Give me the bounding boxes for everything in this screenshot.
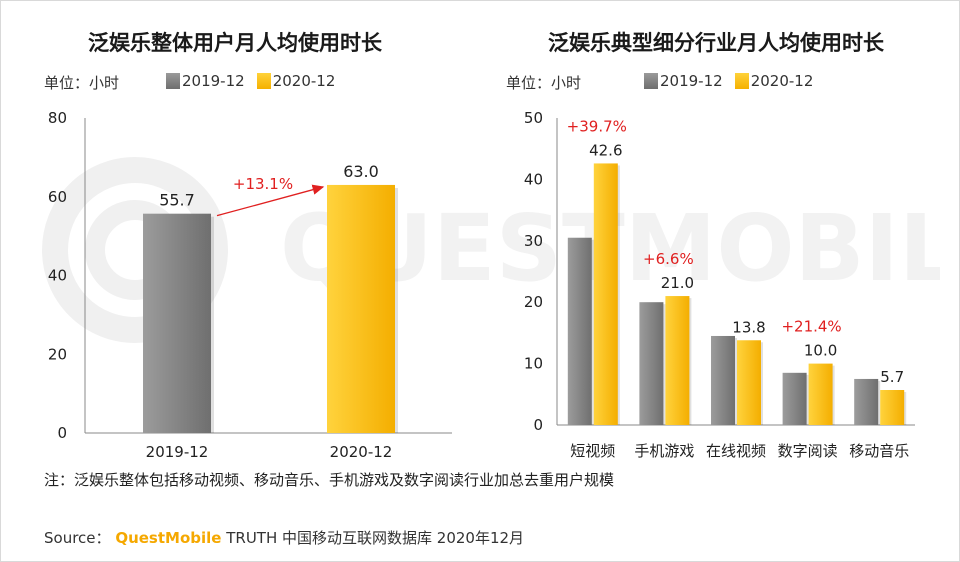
bar-手机游戏-2019-12 — [639, 302, 664, 425]
y-tick-label: 20 — [524, 293, 543, 311]
x-tick-label: 短视频 — [570, 442, 615, 460]
left-legend: 2019-12 2020-12 — [166, 72, 347, 90]
source-suffix: TRUTH 中国移动互联网数据库 2020年12月 — [226, 529, 525, 547]
data-label: 63.0 — [343, 162, 379, 181]
legend-swatch-yellow — [734, 73, 749, 89]
y-tick-label: 80 — [48, 109, 67, 127]
bar-2019-12 — [143, 213, 211, 433]
left-unit-label: 单位：小时 — [44, 74, 120, 92]
legend-item-2020: 2020-12 — [734, 72, 814, 90]
left-chart: 0 20 40 60 80 55.7 2019-12 63.0 2020-12 +13.1% — [48, 109, 452, 461]
legend-swatch-gray — [644, 73, 658, 89]
growth-arrow — [216, 184, 325, 217]
x-tick-label: 数字阅读 — [778, 442, 838, 460]
data-label: 21.0 — [661, 274, 694, 292]
data-label: 10.0 — [804, 342, 837, 360]
x-tick-label: 在线视频 — [706, 442, 766, 460]
legend-swatch-gray — [166, 73, 180, 89]
bar-短视频-2020-12 — [593, 163, 618, 425]
y-tick-label: 10 — [524, 355, 543, 373]
footnote: 注：泛娱乐整体包括移动视频、移动音乐、手机游戏及数字阅读行业加总去重用户规模 — [44, 471, 615, 489]
x-tick-label: 移动音乐 — [849, 442, 909, 460]
bar-在线视频-2019-12 — [711, 335, 735, 425]
bar-在线视频-2020-12 — [737, 340, 761, 425]
bar-2020-12 — [327, 184, 395, 433]
growth-label: +13.1% — [233, 175, 293, 193]
legend-label: 2019-12 — [182, 72, 245, 90]
legend-label: 2019-12 — [660, 72, 723, 90]
legend-item-2019: 2019-12 — [166, 72, 245, 90]
legend-label: 2020-12 — [750, 72, 814, 90]
right-chart: 0 10 20 30 40 50 42.6 +39.7% 短视频 21.0 +6.6% 手机游戏 13.… — [524, 109, 915, 460]
y-tick-label: 50 — [524, 109, 543, 127]
legend-swatch-yellow — [256, 73, 271, 89]
right-chart-title: 泛娱乐典型细分行业月人均使用时长 — [548, 31, 884, 55]
x-tick-label: 手机游戏 — [634, 442, 694, 460]
y-tick-label: 30 — [524, 232, 543, 250]
bar-数字阅读-2020-12 — [808, 363, 833, 425]
source-line: Source： QuestMobile TRUTH 中国移动互联网数据库 202… — [44, 527, 524, 548]
y-tick-label: 40 — [48, 267, 67, 285]
growth-label: +6.6% — [643, 250, 694, 268]
source-brand: QuestMobile — [115, 529, 222, 547]
source-prefix: Source： — [44, 529, 111, 547]
y-tick-label: 0 — [533, 416, 543, 434]
left-chart-title: 泛娱乐整体用户月人均使用时长 — [88, 31, 382, 55]
bar-数字阅读-2019-12 — [782, 372, 807, 425]
growth-label: +39.7% — [567, 117, 627, 135]
y-tick-label: 60 — [48, 188, 67, 206]
data-label: 5.7 — [880, 368, 904, 386]
bar-移动音乐-2020-12 — [880, 390, 905, 425]
right-unit-label: 单位：小时 — [506, 74, 582, 92]
bar-移动音乐-2019-12 — [854, 378, 879, 425]
legend-item-2019: 2019-12 — [644, 72, 723, 90]
bar-短视频-2019-12 — [567, 237, 592, 425]
x-tick-label: 2020-12 — [330, 443, 393, 461]
bar-手机游戏-2020-12 — [665, 296, 690, 425]
x-tick-label: 2019-12 — [146, 443, 209, 461]
data-label: 13.8 — [732, 318, 765, 336]
data-label: 55.7 — [159, 191, 195, 210]
growth-label: +21.4% — [781, 318, 841, 336]
right-legend: 2019-12 2020-12 — [644, 72, 825, 90]
y-tick-label: 0 — [57, 424, 67, 442]
y-tick-label: 40 — [524, 170, 543, 188]
y-tick-label: 20 — [48, 345, 67, 363]
legend-label: 2020-12 — [272, 72, 336, 90]
legend-item-2020: 2020-12 — [256, 72, 336, 90]
data-label: 42.6 — [589, 141, 622, 159]
